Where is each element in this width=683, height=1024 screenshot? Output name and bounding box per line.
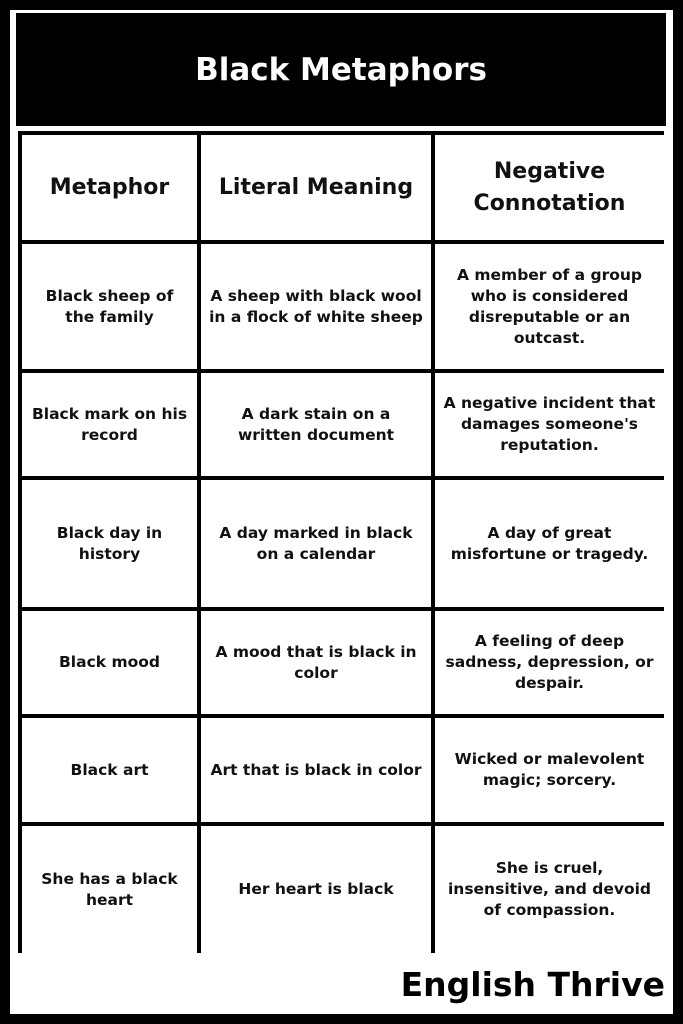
page-frame: Black Metaphors Metaphor Literal Meaning… bbox=[10, 10, 673, 1014]
negative-connotation-cell: A feeling of deep sadness, depression, o… bbox=[435, 611, 664, 714]
negative-connotation-cell: A member of a group who is considered di… bbox=[435, 244, 664, 369]
metaphor-cell: Black mood bbox=[22, 611, 197, 714]
page-title: Black Metaphors bbox=[16, 13, 666, 126]
brand-footer: English Thrive bbox=[400, 965, 665, 1004]
header-literal-meaning: Literal Meaning bbox=[201, 135, 431, 240]
metaphor-cell: Black day in history bbox=[22, 480, 197, 607]
metaphor-cell: Black art bbox=[22, 718, 197, 822]
metaphor-cell: Black mark on his record bbox=[22, 373, 197, 476]
negative-connotation-cell: A negative incident that damages someone… bbox=[435, 373, 664, 476]
negative-connotation-cell: She is cruel, insensitive, and devoid of… bbox=[435, 826, 664, 953]
metaphor-cell: Black sheep of the family bbox=[22, 244, 197, 369]
header-negative-connotation: Negative Connotation bbox=[435, 135, 664, 240]
literal-meaning-cell: Art that is black in color bbox=[201, 718, 431, 822]
literal-meaning-cell: A mood that is black in color bbox=[201, 611, 431, 714]
negative-connotation-cell: A day of great misfortune or tragedy. bbox=[435, 480, 664, 607]
literal-meaning-cell: A dark stain on a written document bbox=[201, 373, 431, 476]
header-metaphor: Metaphor bbox=[22, 135, 197, 240]
literal-meaning-cell: A day marked in black on a calendar bbox=[201, 480, 431, 607]
literal-meaning-cell: Her heart is black bbox=[201, 826, 431, 953]
literal-meaning-cell: A sheep with black wool in a flock of wh… bbox=[201, 244, 431, 369]
negative-connotation-cell: Wicked or malevolent magic; sorcery. bbox=[435, 718, 664, 822]
metaphor-cell: She has a black heart bbox=[22, 826, 197, 953]
metaphor-table: Metaphor Literal Meaning Negative Connot… bbox=[18, 131, 664, 953]
